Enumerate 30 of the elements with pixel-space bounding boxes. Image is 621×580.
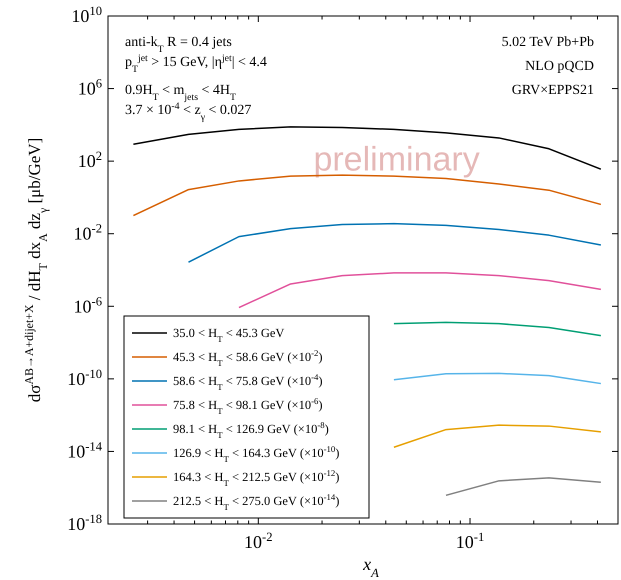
- line-series: [393, 322, 602, 336]
- annotation: 3.7 × 10$^{-4}$ < z$_{γ}$ < 0.027: [125, 100, 252, 122]
- x-axis-title: x$_{A}$: [362, 554, 380, 580]
- legend-label: 58.6 < H$_{T}$ < 75.8 GeV (×10$^{-4}$): [173, 372, 323, 392]
- annotation: preliminary: [313, 140, 480, 179]
- legend-label: 164.3 < H$_{T}$ < 212.5 GeV (×10$^{-12}$): [173, 468, 340, 488]
- x-tick-label: 10$^{-1}$: [456, 530, 484, 552]
- y-tick-label: 10$^{-18}$: [67, 512, 102, 534]
- legend-label: 212.5 < H$_{T}$ < 275.0 GeV (×10$^{-14}$): [173, 492, 340, 512]
- legend-label: 75.8 < H$_{T}$ < 98.1 GeV (×10$^{-6}$): [173, 396, 323, 416]
- y-tick-label: 10$^{-14}$: [67, 439, 103, 462]
- y-tick-label: 10$^{6}$: [78, 76, 102, 99]
- legend-label: 98.1 < H$_{T}$ < 126.9 GeV (×10$^{-8}$): [173, 420, 329, 440]
- y-tick-label: 10$^{-6}$: [74, 294, 102, 316]
- annotation: NLO pQCD: [525, 59, 594, 74]
- y-tick-label: 10$^{10}$: [71, 4, 102, 26]
- line-series: [393, 372, 602, 384]
- y-tick-label: 10$^{-10}$: [67, 366, 102, 389]
- line-series: [445, 477, 602, 496]
- legend-label: 35.0 < H$_{T}$ < 45.3 GeV: [173, 326, 284, 344]
- annotation: 5.02 TeV Pb+Pb: [502, 35, 594, 50]
- line-series: [393, 424, 602, 448]
- annotation: GRV×EPPS21: [512, 83, 594, 98]
- annotation: 0.9H$_{T}$ < m$_{jets}$ < 4H$_{T}$: [125, 83, 236, 102]
- legend-label: 45.3 < H$_{T}$ < 58.6 GeV (×10$^{-2}$): [173, 348, 323, 368]
- y-tick-label: 10$^{-2}$: [74, 222, 102, 244]
- annotation: p$_{T}$$^{jet}$ > 15 GeV, |η$^{jet}$| < 4.4: [125, 52, 267, 74]
- legend-label: 126.9 < H$_{T}$ < 164.3 GeV (×10$^{-10}$): [173, 444, 340, 464]
- y-tick-label: 10$^{2}$: [78, 149, 102, 172]
- annotation: anti-k$_{T}$ R = 0.4 jets: [125, 35, 232, 54]
